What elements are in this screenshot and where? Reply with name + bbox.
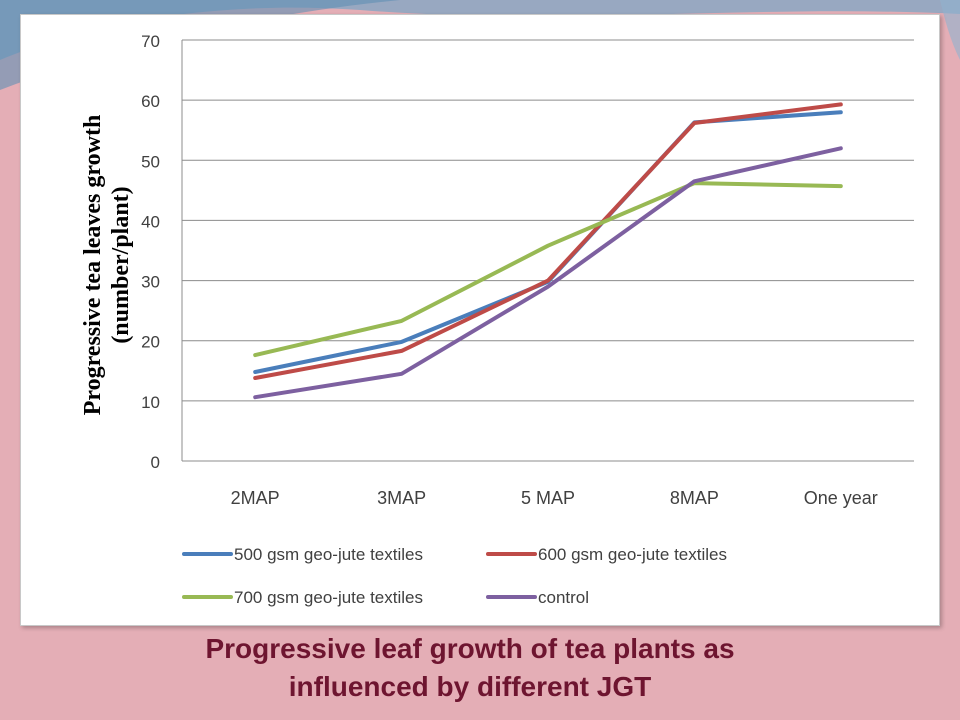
series-line-4 — [253, 146, 843, 400]
slide-caption: Progressive leaf growth of tea plants as… — [0, 630, 940, 706]
series-lines — [253, 102, 843, 400]
line-chart: 0 10 20 30 40 50 60 70 2MAP 3MAP 5 MAP 8MAP One yea… — [141, 32, 914, 607]
y-axis-label-line2: (number/plant) — [108, 186, 134, 344]
legend-label: control — [538, 588, 589, 607]
x-tick-label: 8MAP — [670, 488, 719, 508]
series-line-2 — [253, 102, 843, 380]
y-tick-label: 10 — [141, 393, 160, 412]
x-tick-label: 2MAP — [231, 488, 280, 508]
y-tick-labels: 0 10 20 30 40 50 60 70 — [141, 32, 160, 472]
y-tick-label: 20 — [141, 333, 160, 352]
y-tick-label: 40 — [141, 212, 160, 231]
gridlines — [181, 39, 914, 462]
y-tick-label: 30 — [141, 273, 160, 292]
x-tick-label: One year — [804, 488, 878, 508]
y-axis-label-line1: Progressive tea leaves growth — [80, 114, 106, 416]
x-tick-labels: 2MAP 3MAP 5 MAP 8MAP One year — [231, 488, 878, 508]
x-tick-label: 5 MAP — [521, 488, 575, 508]
y-tick-label: 70 — [141, 32, 160, 51]
y-tick-label: 60 — [141, 92, 160, 111]
series-line-3 — [253, 181, 843, 358]
chart-panel: 0 10 20 30 40 50 60 70 2MAP 3MAP 5 MAP 8MAP One yea… — [20, 14, 940, 626]
legend-label: 600 gsm geo-jute textiles — [538, 545, 727, 564]
legend: 500 gsm geo-jute textiles 600 gsm geo-jut… — [182, 545, 727, 607]
y-tick-label: 0 — [151, 453, 160, 472]
y-tick-label: 50 — [141, 152, 160, 171]
caption-line2: influenced by different JGT — [288, 671, 652, 702]
x-tick-label: 3MAP — [377, 488, 426, 508]
legend-label: 700 gsm geo-jute textiles — [234, 588, 423, 607]
caption-line1: Progressive leaf growth of tea plants as — [205, 633, 735, 664]
y-axis-label: Progressive tea leaves growth (number/pl… — [79, 115, 135, 416]
legend-label: 500 gsm geo-jute textiles — [234, 545, 423, 564]
